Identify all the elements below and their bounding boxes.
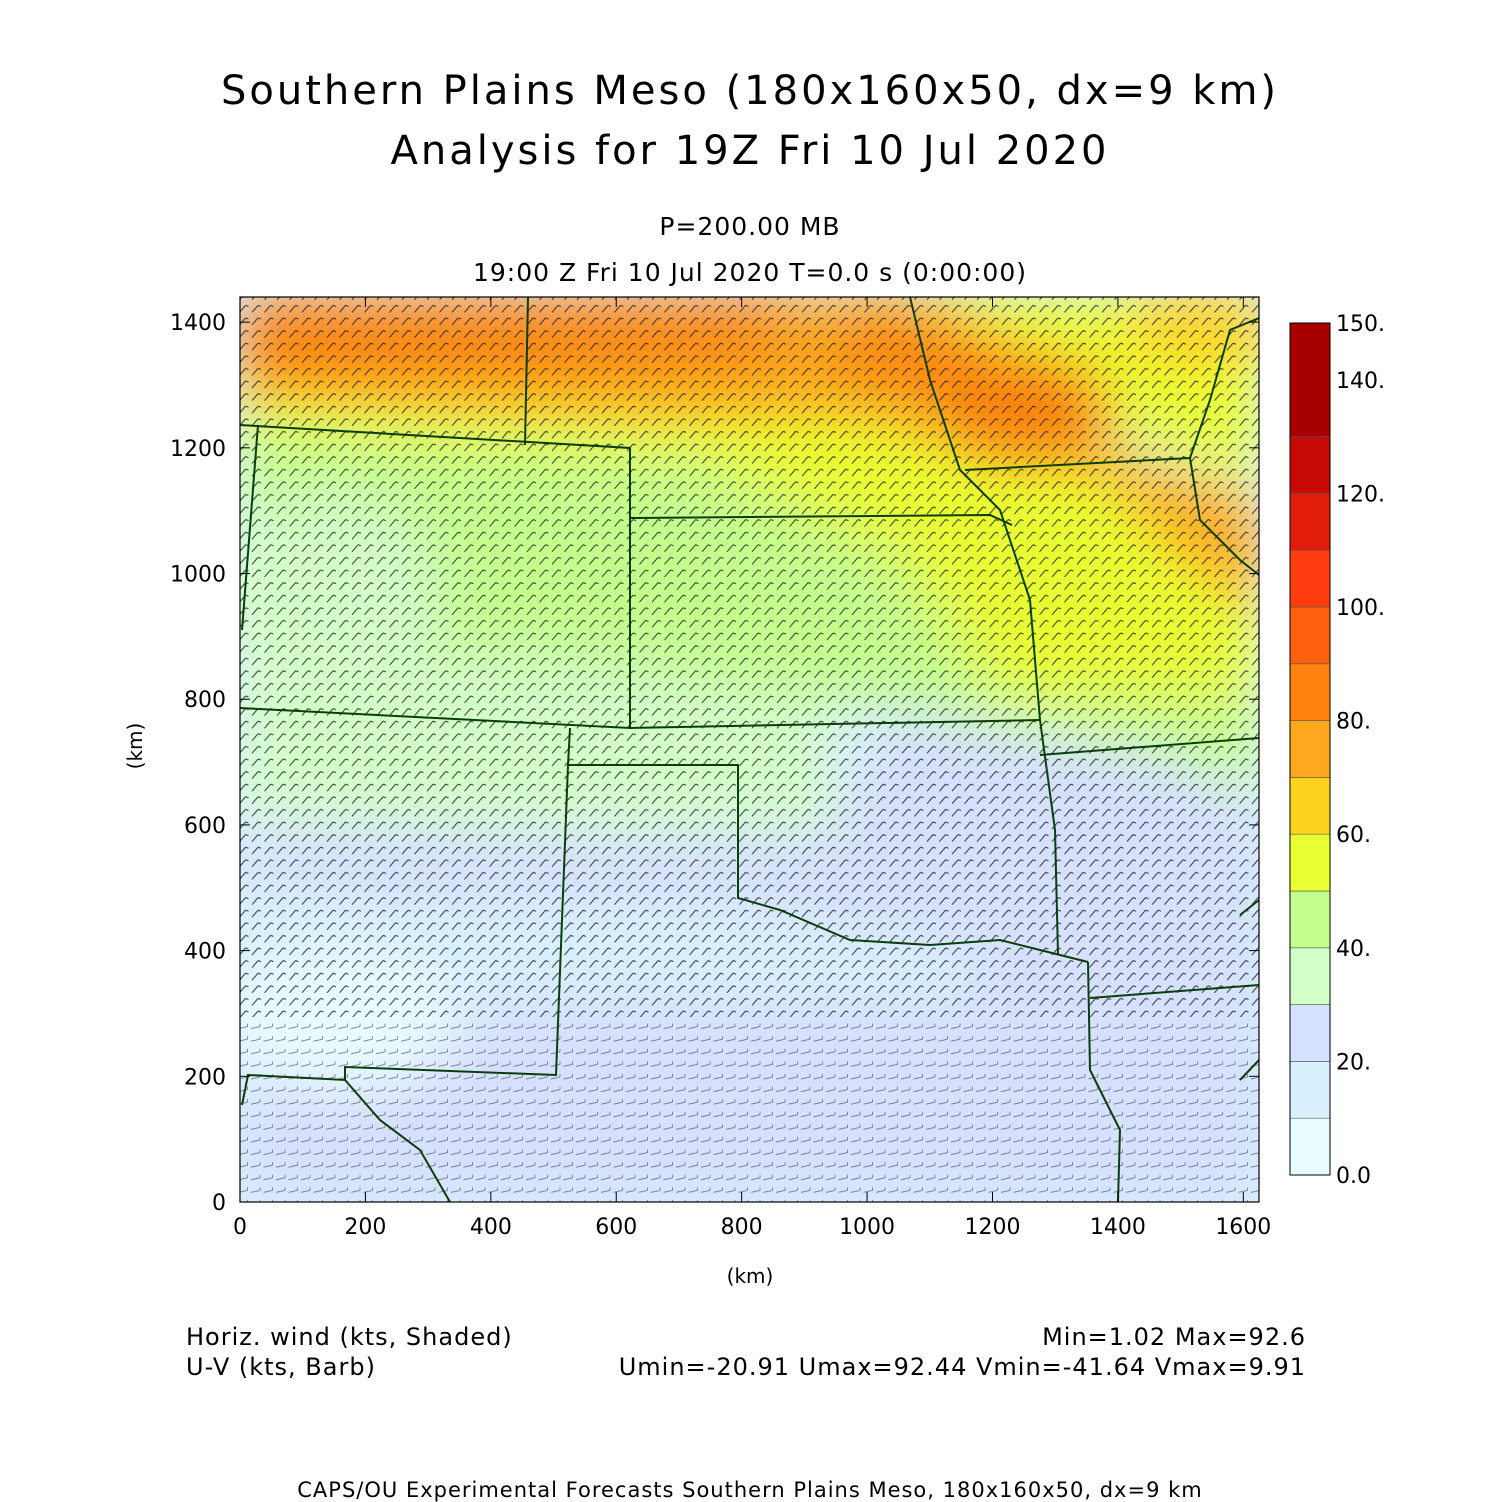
wind-map-chart: 0 200 400 600 800 1000 1200 1400 1600 0 200 400 600… bbox=[123, 296, 1385, 1288]
colorbar-swatch bbox=[1289, 947, 1331, 1005]
x-tick-label: 200 bbox=[344, 1215, 386, 1240]
colorbar-swatch bbox=[1289, 890, 1331, 949]
pressure-level: P=200.00 MB bbox=[659, 212, 841, 241]
colorbar-frame bbox=[1289, 322, 1331, 1176]
colorbar: 0.0 20. 40. 60. 80. 100. 120. 140. 150. bbox=[1289, 312, 1385, 1189]
y-tick-label: 600 bbox=[184, 814, 226, 839]
colorbar-swatch bbox=[1289, 833, 1331, 892]
colorbar-label: 0.0 bbox=[1336, 1164, 1371, 1189]
colorbar-swatch bbox=[1289, 1117, 1331, 1176]
plot-frame bbox=[239, 296, 1260, 1203]
colorbar-label: 140. bbox=[1336, 369, 1385, 394]
colorbar-swatch bbox=[1289, 720, 1331, 778]
y-axis-label: (km) bbox=[123, 723, 147, 770]
y-tick-label: 0 bbox=[212, 1191, 226, 1216]
x-tick-label: 800 bbox=[721, 1215, 763, 1240]
y-tick-label: 800 bbox=[184, 688, 226, 713]
x-tick-label: 1200 bbox=[964, 1215, 1020, 1240]
colorbar-swatch bbox=[1289, 549, 1331, 608]
y-tick-label: 400 bbox=[184, 940, 226, 965]
uv-stats-readout: Umin=-20.91 Umax=92.44 Vmin=-41.64 Vmax=… bbox=[618, 1353, 1306, 1381]
x-tick-label: 400 bbox=[470, 1215, 512, 1240]
colorbar-swatch bbox=[1289, 606, 1331, 665]
x-tick-label: 1400 bbox=[1090, 1215, 1146, 1240]
valid-time: 19:00 Z Fri 10 Jul 2020 T=0.0 s (0:00:00… bbox=[472, 258, 1027, 287]
wind-barbs bbox=[240, 297, 1259, 1202]
x-axis-label: (km) bbox=[727, 1264, 774, 1288]
x-tick-label: 1600 bbox=[1215, 1215, 1271, 1240]
state-boundaries bbox=[240, 297, 1259, 1202]
colorbar-label: 100. bbox=[1336, 596, 1385, 621]
colorbar-label: 20. bbox=[1336, 1050, 1371, 1075]
x-tick-label: 600 bbox=[595, 1215, 637, 1240]
y-tick-label: 1200 bbox=[170, 437, 226, 462]
title-line-2: Analysis for 19Z Fri 10 Jul 2020 bbox=[390, 128, 1110, 174]
colorbar-label: 120. bbox=[1336, 482, 1385, 507]
y-tick-label: 1000 bbox=[170, 563, 226, 588]
colorbar-label: 150. bbox=[1336, 312, 1385, 337]
colorbar-swatch bbox=[1289, 322, 1331, 437]
colorbar-label: 80. bbox=[1336, 710, 1371, 735]
x-tick-label: 0 bbox=[233, 1215, 247, 1240]
shaded-field-label: Horiz. wind (kts, Shaded) bbox=[186, 1323, 513, 1351]
title-line-1: Southern Plains Meso (180x160x50, dx=9 k… bbox=[220, 68, 1280, 114]
footer-credit: CAPS/OU Experimental Forecasts Southern … bbox=[297, 1478, 1203, 1502]
colorbar-swatch bbox=[1289, 493, 1331, 551]
colorbar-swatch bbox=[1289, 1004, 1331, 1062]
x-tick-label: 1000 bbox=[839, 1215, 895, 1240]
min-max-readout: Min=1.02 Max=92.6 bbox=[1042, 1323, 1306, 1351]
y-axis-ticks: 0 200 400 600 800 1000 1200 1400 bbox=[170, 311, 1259, 1216]
y-tick-label: 200 bbox=[184, 1065, 226, 1090]
colorbar-swatch bbox=[1289, 436, 1331, 494]
colorbar-label: 40. bbox=[1336, 937, 1371, 962]
colorbar-swatch bbox=[1289, 663, 1331, 721]
barb-field-label: U-V (kts, Barb) bbox=[186, 1353, 376, 1381]
colorbar-swatch bbox=[1289, 1061, 1331, 1119]
colorbar-label: 60. bbox=[1336, 823, 1371, 848]
x-axis-ticks: 0 200 400 600 800 1000 1200 1400 1600 bbox=[233, 297, 1271, 1240]
y-tick-label: 1400 bbox=[170, 311, 226, 336]
colorbar-swatch bbox=[1289, 777, 1331, 835]
